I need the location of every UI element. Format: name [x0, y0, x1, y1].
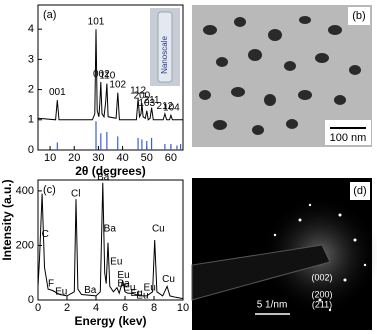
y-tick-label: 0	[28, 294, 34, 306]
x-tick-label: 20	[68, 152, 80, 164]
panel-label: (a)	[43, 9, 56, 21]
x-tick-label: 30	[92, 152, 104, 164]
y-tick-label: 0	[28, 144, 34, 156]
x-tick-label: 6	[122, 302, 128, 314]
x-tick-label: 2	[64, 302, 70, 314]
scale-label: 5 1/nm	[257, 300, 288, 311]
data-line	[37, 29, 183, 121]
data-line	[37, 182, 184, 300]
x-axis-label: 2θ (degrees)	[75, 164, 146, 178]
peak-label: Ba	[84, 285, 97, 296]
peak-label: Eu	[136, 291, 148, 302]
peak-label: Eu	[144, 282, 156, 293]
x-tick-label: 50	[141, 152, 153, 164]
peak-label: C	[42, 229, 49, 240]
peak-label: 102	[109, 80, 126, 91]
peak-label: Ba	[97, 172, 110, 183]
peak-label: 104	[163, 102, 180, 113]
peak-label: Eu	[117, 270, 129, 281]
y-tick-label: 2	[28, 83, 34, 95]
peak-label: Cu	[152, 224, 165, 235]
x-tick-label: 10	[177, 302, 189, 314]
peak-label: 103	[138, 98, 155, 109]
y-tick-label: 200	[16, 239, 34, 251]
peak-label: 112	[130, 86, 146, 97]
inset-text: Nanoscale	[160, 36, 169, 74]
y-tick-label: 1	[28, 114, 34, 126]
panel-label: (b)	[352, 10, 365, 22]
scale-label: 100 nm	[330, 132, 367, 144]
peak-label: 001	[49, 87, 66, 98]
plot-frame	[37, 179, 184, 301]
y-tick-label: 4	[28, 23, 34, 35]
peak-label: Ba	[117, 278, 130, 289]
peak-label: Eu	[55, 286, 67, 297]
nanoparticles	[199, 16, 361, 135]
spot-label: (002)	[311, 272, 332, 282]
panel-label: (c)	[43, 184, 56, 196]
spot-label: (200)	[311, 289, 332, 299]
peak-label: Ba	[104, 224, 117, 235]
y-axis-label: Intensity (a.u.)	[0, 179, 14, 260]
peak-label: Eu	[130, 288, 142, 299]
peak-label: Cl	[71, 188, 80, 199]
peak-label: 212	[157, 101, 174, 112]
peak-label: Eu	[123, 282, 135, 293]
x-tick-label: 0	[35, 302, 41, 314]
peak-label: 002	[93, 69, 110, 80]
beam-stop	[191, 244, 331, 301]
x-tick-label: 60	[165, 152, 177, 164]
x-tick-label: 4	[93, 302, 99, 314]
peak-label: 110	[99, 71, 115, 82]
y-tick-label: 400	[16, 185, 34, 197]
vial	[157, 11, 173, 83]
peak-label: 200	[134, 90, 151, 101]
x-axis-label: Energy (kev)	[74, 314, 146, 328]
scale-box	[325, 120, 371, 145]
peak-label: Eu	[110, 256, 122, 267]
spot-label: (211)	[312, 299, 332, 309]
panel-label-box	[348, 7, 370, 25]
plot-frame	[37, 4, 184, 151]
peak-label: 101	[88, 16, 105, 27]
panel-label: (d)	[353, 185, 366, 197]
peak-label: Cu	[162, 274, 175, 285]
y-tick-label: 3	[28, 53, 34, 65]
x-tick-label: 8	[151, 302, 157, 314]
peak-label: F	[48, 278, 54, 289]
x-tick-label: 10	[44, 152, 56, 164]
peak-label: 211	[144, 95, 160, 106]
x-tick-label: 40	[116, 152, 128, 164]
panel-label-box	[350, 182, 370, 200]
